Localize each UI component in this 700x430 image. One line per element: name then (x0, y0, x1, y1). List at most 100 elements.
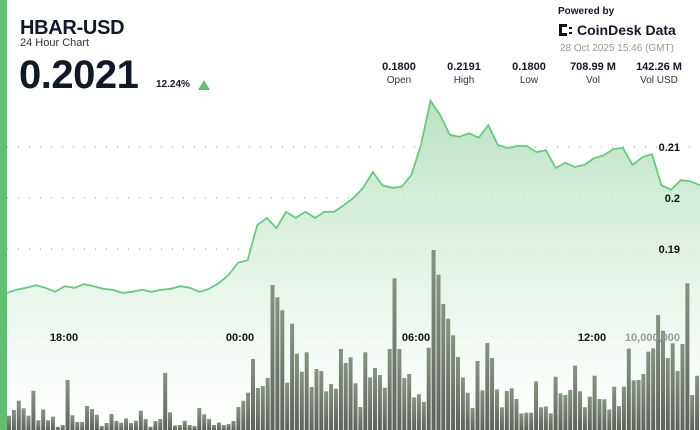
volume-bar (358, 407, 363, 430)
volume-bar (36, 420, 41, 430)
volume-bar (241, 400, 246, 430)
volume-bar (65, 380, 70, 430)
stat-label: Open (386, 75, 412, 86)
time-tick-label: 18:00 (50, 332, 78, 344)
volume-bar (75, 422, 80, 430)
pair-title: HBAR-USD (20, 17, 125, 39)
volume-bar (568, 390, 573, 430)
volume-bar (392, 278, 397, 430)
volume-bar (255, 388, 260, 430)
volume-bar (578, 391, 582, 430)
brand-logo: CoinDesk Data (558, 22, 676, 38)
volume-bar (124, 418, 129, 430)
volume-bar (85, 406, 90, 430)
volume-bar (495, 389, 499, 430)
volume-bar (168, 412, 172, 430)
volume-bar (46, 420, 50, 430)
price-tick-label: 0.21 (659, 142, 680, 154)
volume-bar (138, 410, 143, 430)
volume-bar (665, 358, 670, 430)
volume-bar (294, 353, 299, 430)
volume-bar (387, 349, 392, 430)
volume-bar (661, 330, 665, 430)
volume-bar (499, 407, 504, 430)
volume-bar (202, 414, 207, 430)
volume-bar (270, 285, 275, 430)
volume-bar (275, 297, 280, 430)
volume-bar (197, 408, 202, 430)
volume-bar (382, 387, 387, 430)
volume-bar (314, 369, 319, 430)
volume-bar (573, 365, 578, 430)
volume-bar (348, 357, 353, 430)
volume-bar (465, 392, 470, 430)
volume-bar (695, 375, 700, 430)
volume-bar (534, 381, 539, 430)
volume-bar (607, 409, 612, 430)
volume-bar (265, 378, 270, 430)
volume-bar (680, 344, 685, 430)
price-line (6, 98, 700, 294)
volume-bar (475, 361, 480, 430)
volume-bar (90, 409, 94, 430)
volume-bar (509, 388, 514, 430)
volume-bar (636, 380, 641, 430)
volume-bar (163, 373, 168, 430)
volume-bar (592, 375, 597, 430)
volume-bar (597, 399, 602, 430)
up-arrow-icon (198, 80, 210, 90)
stat-label: Vol (586, 75, 600, 86)
volume-bar (70, 415, 75, 430)
volume-bar (460, 377, 465, 430)
price-tick-label: 0.19 (659, 244, 680, 256)
volume-bar (646, 351, 651, 430)
stat-value: 0.1800 (512, 61, 546, 73)
volume-bar (285, 382, 290, 430)
stat-value: 0.2191 (447, 61, 481, 73)
volume-bar (373, 368, 377, 430)
volume-bar (216, 422, 221, 430)
volume-bar (119, 422, 124, 430)
volume-bar (260, 386, 265, 430)
volume-bar (11, 410, 16, 430)
volume-bar (412, 397, 417, 430)
volume-bar (129, 423, 133, 430)
powered-by: Powered by (558, 6, 615, 17)
volume-bar (31, 390, 36, 430)
volume-bar (490, 358, 495, 430)
volume-bar (543, 406, 548, 430)
volume-bar (548, 413, 553, 430)
volume-bar (246, 392, 251, 430)
volume-bar (343, 363, 348, 430)
volume-bar (221, 425, 226, 430)
volume-bar (231, 421, 236, 430)
coindesk-logo-icon (559, 24, 572, 36)
volume-bar (480, 390, 485, 430)
volume-bar (519, 413, 524, 430)
accent-bar (0, 0, 7, 430)
stat-open: 0.1800 Open (364, 61, 434, 86)
volume-bar (631, 380, 636, 430)
volume-bar (192, 426, 197, 430)
volume-bar (612, 386, 617, 430)
volume-bar (446, 318, 451, 430)
volume-bar (431, 250, 436, 430)
volume-bar (212, 425, 216, 430)
volume-bar (514, 399, 519, 430)
volume-bar (407, 374, 412, 430)
stat-value: 142.26 M (636, 61, 682, 73)
volume-bar (280, 310, 285, 430)
volume-bar (41, 409, 46, 430)
volume-bar (158, 419, 163, 430)
volume-bar (690, 395, 695, 430)
volume-bar (55, 426, 60, 430)
chart-subtitle: 24 Hour Chart (20, 37, 90, 49)
volume-bar (524, 412, 529, 430)
volume-bar (426, 347, 431, 430)
brand-name: CoinDesk Data (577, 22, 676, 38)
time-tick-label: 06:00 (402, 332, 430, 344)
volume-bar (563, 395, 568, 430)
volume-bar (251, 359, 255, 430)
volume-bar (207, 419, 212, 430)
